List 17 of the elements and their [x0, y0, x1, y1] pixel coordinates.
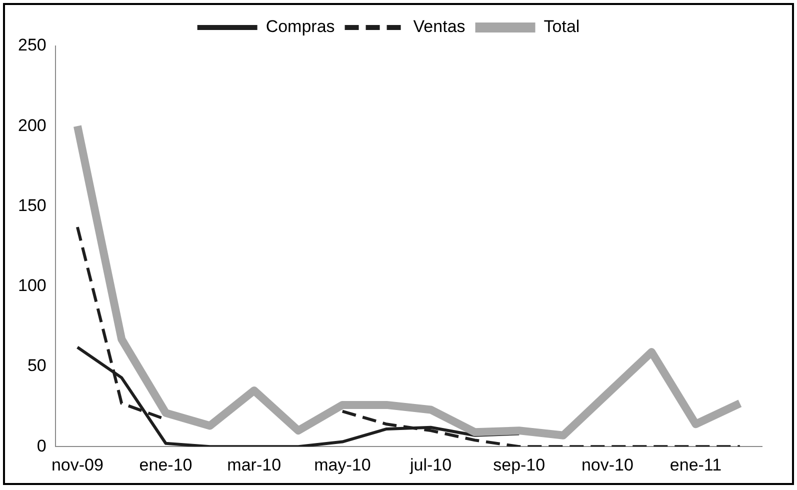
- x-tick-label: nov-09: [51, 455, 104, 474]
- x-tick-label: jul-10: [408, 455, 452, 474]
- y-tick-label: 250: [18, 36, 46, 55]
- y-tick-label: 50: [27, 356, 46, 376]
- x-tick-label: ene-11: [670, 455, 722, 474]
- y-tick-label: 0: [36, 436, 46, 456]
- x-tick-label: mar-10: [227, 455, 282, 474]
- x-tick-label: nov-10: [581, 455, 634, 474]
- y-tick-label: 150: [18, 196, 46, 215]
- y-tick-label: 200: [18, 116, 46, 135]
- x-tick-label: sep-10: [493, 455, 546, 474]
- x-tick-label: may-10: [314, 455, 371, 474]
- y-tick-label: 100: [18, 276, 46, 296]
- x-tick-label: ene-10: [139, 455, 192, 474]
- legend-label: Compras: [266, 17, 335, 36]
- legend-label: Total: [544, 17, 580, 36]
- legend-label: Ventas: [413, 17, 466, 36]
